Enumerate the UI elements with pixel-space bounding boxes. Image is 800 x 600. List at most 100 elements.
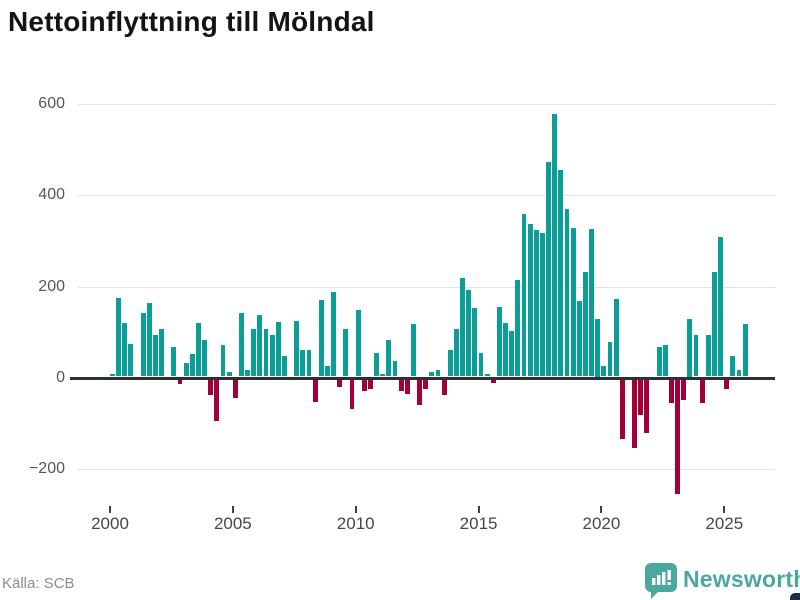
bar-2019Q2 <box>583 271 588 377</box>
bar-2004Q4 <box>226 371 232 377</box>
bar-2019Q4 <box>595 319 601 377</box>
bar-2006Q2 <box>263 328 269 377</box>
bar-2017Q2 <box>533 230 539 377</box>
bar-2004Q3 <box>220 344 226 377</box>
bar-2019Q1 <box>576 301 582 377</box>
bar-2017Q3 <box>540 232 545 377</box>
bar-2013Q1 <box>429 371 435 377</box>
y-tick-label-600: 600 <box>38 95 65 113</box>
bar-2005Q1 <box>232 379 238 398</box>
bar-2009Q3 <box>343 328 349 377</box>
bar-2012Q1 <box>404 379 410 394</box>
bar-2003Q3 <box>196 323 201 377</box>
bar-2023Q4 <box>693 335 699 377</box>
gridline-0 <box>70 376 775 380</box>
bar-2001Q2 <box>140 312 146 377</box>
bar-2024Q1 <box>699 379 705 404</box>
x-tick-label-2010: 2010 <box>336 514 375 533</box>
bottom-right-corner-mark <box>790 593 800 600</box>
newsworthy-bubble-chart-icon <box>645 563 677 599</box>
bar-2020Q2 <box>607 342 613 377</box>
bar-2025Q4 <box>742 324 748 377</box>
bar-2009Q1 <box>331 292 337 377</box>
bar-2008Q1 <box>306 350 312 377</box>
x-tick-label-2015: 2015 <box>459 514 498 533</box>
bar-2024Q4 <box>718 237 724 377</box>
bar-2013Q4 <box>447 350 453 377</box>
bar-2016Q3 <box>515 279 521 377</box>
bar-2006Q3 <box>269 335 275 377</box>
chart-title: Nettoinflyttning till Mölndal <box>8 6 375 37</box>
bar-2010Q4 <box>374 352 380 377</box>
bar-2010Q3 <box>368 379 373 389</box>
bar-2021Q3 <box>638 379 644 416</box>
bar-2016Q2 <box>509 330 515 377</box>
y-tick-label-400: 400 <box>38 186 65 204</box>
bar-2012Q2 <box>411 324 416 377</box>
bar-2014Q4 <box>472 308 478 377</box>
bar-2014Q1 <box>454 329 459 377</box>
plot-area: 600 400 200 0 −200 2000 2005 2010 2015 2020 2025 <box>29 95 775 533</box>
bar-2022Q2 <box>656 346 662 377</box>
bar-2004Q1 <box>208 379 214 396</box>
x-tick-label-2000: 2000 <box>91 514 129 533</box>
bar-2005Q2 <box>239 312 244 377</box>
bar-2014Q2 <box>460 278 466 377</box>
gridline-400 <box>78 195 775 197</box>
x-tick-2015 <box>477 506 480 513</box>
bar-2020Q4 <box>619 379 625 439</box>
bar-2011Q1 <box>380 373 386 377</box>
bar-2024Q3 <box>712 271 717 377</box>
bar-2005Q4 <box>251 328 257 377</box>
bar-2003Q4 <box>202 339 208 377</box>
bar-2022Q4 <box>669 379 674 404</box>
bar-2025Q1 <box>724 379 730 389</box>
bar-2015Q3 <box>490 379 496 383</box>
bar-2018Q3 <box>564 208 570 377</box>
bar-2017Q1 <box>527 223 533 377</box>
gridline-200 <box>78 286 775 288</box>
bar-2005Q3 <box>245 369 251 377</box>
bar-2013Q3 <box>441 379 447 395</box>
bar-2025Q3 <box>736 369 742 377</box>
bar-2003Q1 <box>183 362 189 377</box>
bar-2016Q4 <box>521 214 527 377</box>
bar-2024Q2 <box>705 334 711 377</box>
bar-2016Q1 <box>503 323 509 377</box>
x-tick-2000 <box>109 506 111 513</box>
newsworthy-logo: Newsworthy <box>644 562 800 600</box>
bar-2015Q2 <box>484 374 490 377</box>
gridline-600 <box>78 104 775 106</box>
bar-2013Q2 <box>435 369 441 377</box>
x-tick-2025 <box>723 506 726 513</box>
x-tick-label-2005: 2005 <box>213 514 252 533</box>
bar-2015Q1 <box>478 352 484 377</box>
bar-2000Q3 <box>122 322 128 377</box>
bar-2012Q3 <box>417 379 423 405</box>
bar-2006Q1 <box>257 314 263 377</box>
x-tick-label-2020: 2020 <box>582 514 621 533</box>
bar-2021Q4 <box>644 379 650 434</box>
bar-2011Q3 <box>392 361 398 377</box>
bar-2008Q2 <box>312 379 318 402</box>
bar-2018Q4 <box>570 228 576 377</box>
bar-2021Q2 <box>632 379 638 448</box>
bar-2007Q1 <box>282 355 287 377</box>
bar-2023Q2 <box>681 379 687 401</box>
gridline--200 <box>78 469 775 471</box>
bar-2001Q4 <box>153 335 158 377</box>
bar-2025Q2 <box>730 355 736 377</box>
bar-2010Q1 <box>355 309 361 377</box>
bar-2002Q3 <box>171 346 177 377</box>
bar-2007Q4 <box>300 350 306 377</box>
bar-2000Q2 <box>116 297 122 377</box>
bar-2000Q4 <box>128 343 134 377</box>
bar-2000Q1 <box>110 374 115 377</box>
bar-2014Q3 <box>466 289 472 377</box>
bar-2015Q4 <box>497 307 502 377</box>
bar-2011Q4 <box>398 379 404 391</box>
source-text: Källa: SCB <box>2 575 75 592</box>
bar-2019Q3 <box>589 228 595 377</box>
bar-2002Q4 <box>177 379 183 385</box>
